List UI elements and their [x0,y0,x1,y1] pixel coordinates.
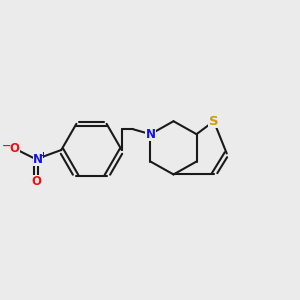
Text: S: S [209,115,219,128]
Text: O: O [31,175,41,188]
Text: N: N [33,153,43,166]
Text: +: + [39,151,46,160]
Text: O: O [10,142,20,155]
Text: N: N [146,128,155,141]
Text: −: − [1,141,11,151]
